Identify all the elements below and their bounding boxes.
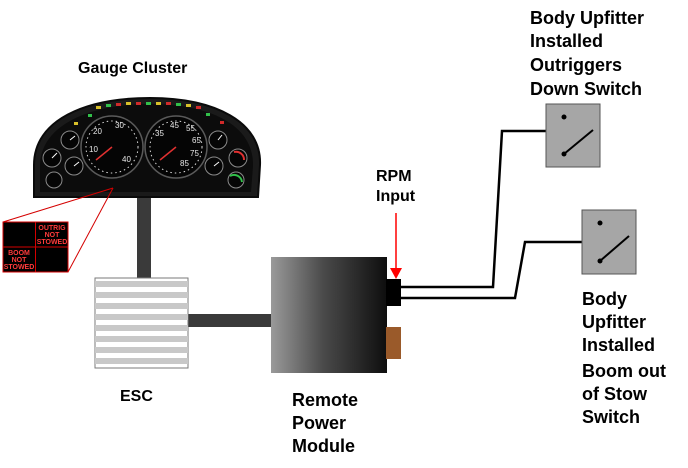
outriggers-switch-label: Body Upfitter [530,8,644,28]
boom-switch-label: Installed [582,335,655,355]
speedometer: 10 20 30 40 [80,115,144,179]
remote-power-module [271,257,401,373]
remote-power-module-label: Power [292,413,346,433]
tach-number: 85 [180,159,189,168]
tach-number: 35 [155,129,164,138]
boom-switch [581,209,637,275]
speedo-number: 40 [122,155,131,164]
outriggers-switch-label: Down Switch [530,79,642,99]
wire-boom [401,240,582,300]
rpm-input-label: RPM [376,168,412,185]
tach-number: 55 [186,124,195,133]
esc-to-module-bar [187,314,275,327]
callout-line [67,187,114,273]
panel-text: NOT [45,232,61,239]
boom-switch-label: Switch [582,407,640,427]
boom-switch-label: Body [582,289,627,309]
remote-power-module-label: Remote [292,390,358,410]
outriggers-switch-label: Installed [530,31,603,51]
speedo-number: 20 [93,127,102,136]
tach-number: 75 [190,149,199,158]
tachometer: 35 45 55 65 75 85 [144,115,208,179]
warning-panel: OUTRIG NOT STOWED BOOM NOT STOWED [2,221,69,273]
gauge-cluster: 10 20 30 40 35 45 55 65 75 85 [33,96,262,198]
callout-line [2,187,114,223]
wire-outriggers [401,129,546,289]
cluster-to-esc-bar [137,182,151,280]
rpm-input-label: Input [376,188,416,205]
panel-text: BOOM [8,250,30,257]
boom-switch-label: Upfitter [582,312,646,332]
speedo-number: 10 [89,145,98,154]
panel-text: OUTRIG [38,225,66,232]
rpm-input-connector [386,279,401,306]
boom-switch-label: Boom out [582,361,666,381]
remote-power-module-label: Module [292,436,355,456]
tach-number: 45 [170,121,179,130]
panel-text: STOWED [37,239,68,246]
brown-connector [386,327,401,359]
indicator-lights [74,102,224,125]
small-gauges-left [42,130,84,189]
outriggers-switch [545,103,601,168]
gauge-cluster-label: Gauge Cluster [78,60,187,77]
boom-switch-label: of Stow [582,384,648,404]
esc-module [94,277,189,369]
panel-text: STOWED [4,264,35,271]
rpm-input-arrow [390,213,402,279]
outriggers-switch-label: Outriggers [530,55,622,75]
small-gauges-right [204,130,248,189]
speedo-number: 30 [115,121,124,130]
panel-text: NOT [12,257,28,264]
tach-number: 65 [192,136,201,145]
esc-label: ESC [120,388,153,405]
